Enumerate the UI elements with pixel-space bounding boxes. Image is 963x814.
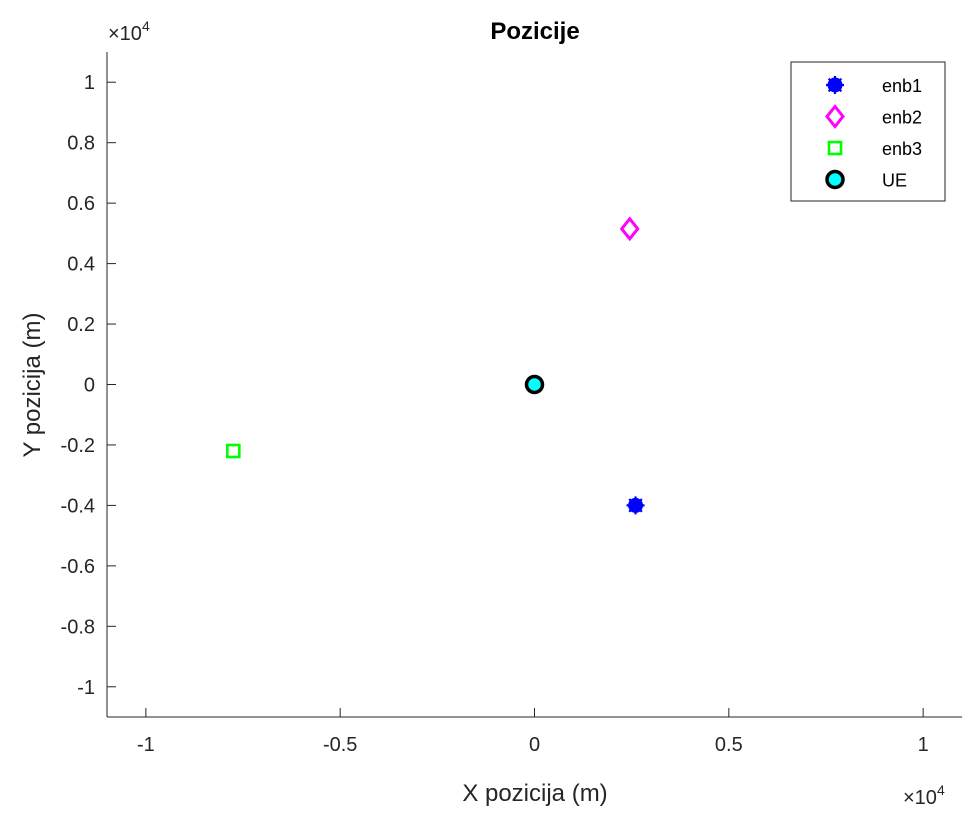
y-tick-label: 0.4	[67, 254, 95, 276]
data-point-enb2	[619, 216, 640, 242]
x-axis-label: X pozicija (m)	[462, 780, 607, 807]
legend-marker-UE	[825, 169, 845, 190]
data-point-enb1	[626, 496, 645, 515]
y-exponent-base: ×10	[108, 23, 142, 45]
y-tick-label: -0.2	[61, 435, 95, 457]
y-tick-label: 0.8	[67, 133, 95, 155]
x-exponent-base: ×10	[903, 787, 937, 809]
y-tick-label: -0.8	[61, 616, 95, 638]
x-tick-label: -0.5	[323, 734, 357, 756]
y-tick-label: -1	[77, 677, 95, 699]
x-axis-exponent: ×104	[903, 782, 945, 809]
x-tick-label: 0.5	[715, 734, 743, 756]
legend-label-enb2: enb2	[882, 108, 922, 128]
legend-marker-enb1	[826, 76, 844, 94]
y-exponent-power: 4	[142, 18, 150, 34]
legend-label-UE: UE	[882, 171, 907, 191]
y-tick-label: 0.2	[67, 314, 95, 336]
y-tick-label: -0.4	[61, 495, 95, 517]
y-axis-label: Y pozicija (m)	[19, 313, 46, 458]
ticks-layer: -1 -0.5 0 0.5 1 -1 -0.8 -0.6 -0.4 -0.2 0 0.2 0.4 0.6 0…	[61, 72, 929, 756]
chart-title: Pozicije	[490, 18, 579, 45]
legend-marker-enb2	[825, 104, 845, 129]
legend-marker-enb3	[827, 140, 843, 156]
labels-layer: Pozicije X pozicija (m) Y pozicija (m) ×…	[19, 18, 945, 809]
y-tick-label: -0.6	[61, 556, 95, 578]
legend-label-enb1: enb1	[882, 76, 922, 96]
legend-label-enb3: enb3	[882, 139, 922, 159]
y-axis-exponent: ×104	[108, 18, 150, 45]
x-tick-label: -1	[137, 734, 155, 756]
x-tick-label: 1	[918, 734, 929, 756]
points-layer	[226, 216, 645, 515]
legend-box	[790, 61, 946, 202]
y-tick-label: 1	[84, 72, 95, 94]
x-exponent-power: 4	[937, 782, 945, 798]
x-tick-label: 0	[529, 734, 540, 756]
data-point-enb3	[226, 443, 241, 459]
y-tick-label: 0	[84, 375, 95, 397]
y-tick-label: 0.6	[67, 193, 95, 215]
legend: enb1 enb2 enb3 UE	[790, 61, 946, 202]
data-point-UE	[524, 374, 545, 395]
